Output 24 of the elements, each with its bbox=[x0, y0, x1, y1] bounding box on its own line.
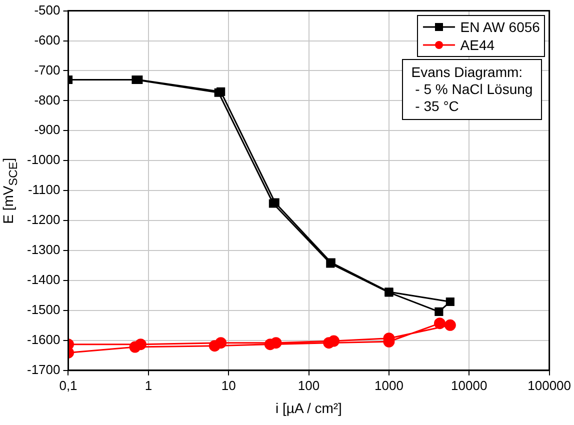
y-tick-label: -1000 bbox=[27, 152, 60, 168]
x-tick-label: 10000 bbox=[451, 378, 488, 393]
y-tick-label: -1500 bbox=[27, 302, 60, 318]
y-tick-label: -1400 bbox=[27, 272, 60, 288]
legend-label: AE44 bbox=[460, 36, 495, 54]
legend-label: EN AW 6056 bbox=[460, 18, 540, 36]
y-tick-label: -800 bbox=[34, 92, 60, 108]
y-tick-label: -1700 bbox=[27, 362, 60, 377]
x-tick-label: 100 bbox=[298, 378, 320, 393]
x-axis-title: i [µA / cm²] bbox=[274, 400, 343, 416]
y-tick-label: -900 bbox=[34, 122, 60, 138]
annotation: Evans Diagramm: - 5 % NaCl Lösung - 35 °C bbox=[402, 58, 542, 120]
y-tick-label: -600 bbox=[34, 32, 60, 48]
y-tick-label: -1300 bbox=[27, 242, 60, 258]
y-tick-label: -1200 bbox=[27, 212, 60, 228]
x-tick-label: 100000 bbox=[528, 378, 572, 393]
x-tick-label: 1000 bbox=[374, 378, 404, 393]
y-tick-label: -500 bbox=[34, 2, 60, 18]
x-tick-label: 10 bbox=[221, 378, 236, 393]
x-tick-label: 0,1 bbox=[59, 378, 78, 393]
y-tick-label: -1100 bbox=[28, 182, 60, 198]
y-tick-label: -700 bbox=[34, 62, 60, 78]
x-tick-label: 1 bbox=[144, 378, 152, 393]
y-tick-label: -1600 bbox=[27, 332, 60, 348]
